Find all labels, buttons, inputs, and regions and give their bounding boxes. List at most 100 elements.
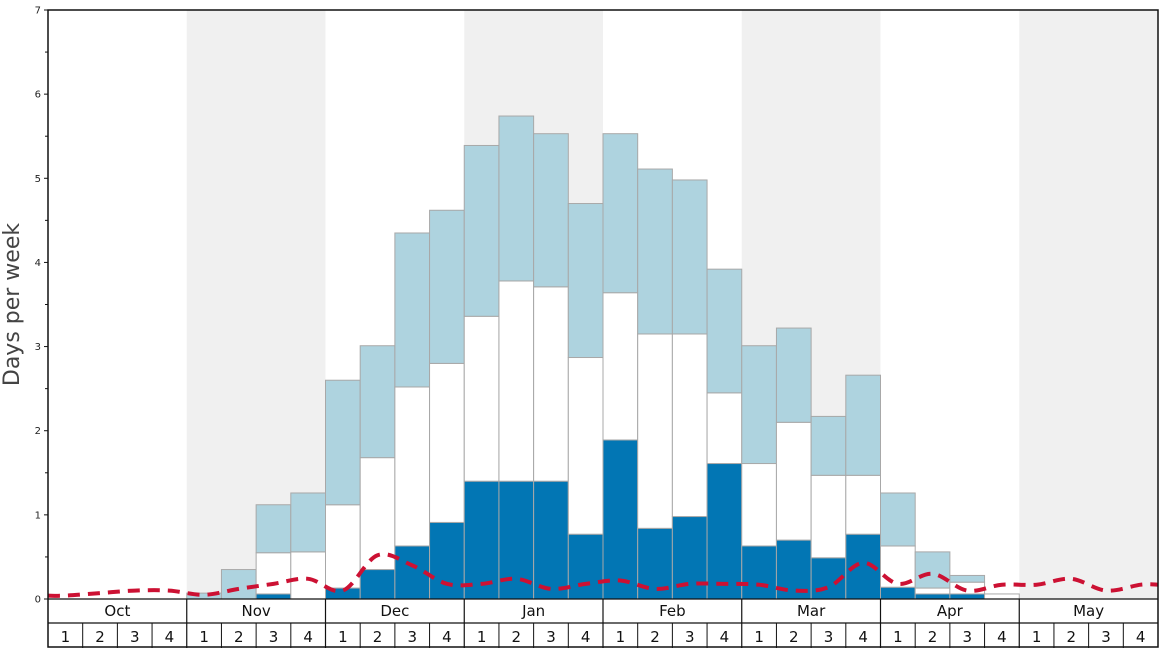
ytick-label-4: 4 bbox=[35, 258, 41, 269]
bar-bottom-week-20 bbox=[706, 463, 743, 600]
bar-top-week-22 bbox=[775, 327, 812, 423]
axis-labels: 0 1 2 3 4 5 6 7 Days per week Oct Nov Dec Jan Feb Mar A… bbox=[0, 6, 1145, 647]
ytick-label-1: 1 bbox=[35, 510, 41, 521]
bar-middle-week-16 bbox=[567, 357, 604, 535]
week-label-31: 3 bbox=[1101, 628, 1111, 646]
bar-middle-week-9 bbox=[325, 504, 361, 589]
month-label-nov: Nov bbox=[241, 602, 270, 620]
bar-middle-week-14 bbox=[498, 280, 535, 482]
bar-top-week-24 bbox=[845, 374, 881, 476]
bar-middle-week-19 bbox=[671, 333, 708, 518]
week-label-27: 3 bbox=[962, 628, 972, 646]
week-label-28: 4 bbox=[997, 628, 1007, 646]
bar-middle-week-8 bbox=[290, 551, 326, 600]
week-label-3: 3 bbox=[130, 628, 140, 646]
bar-middle-week-26 bbox=[914, 587, 951, 595]
bar-bottom-week-16 bbox=[567, 533, 604, 600]
bar-middle-week-23 bbox=[810, 474, 847, 559]
bar-middle-week-28 bbox=[984, 593, 1020, 600]
bar-top-week-16 bbox=[567, 203, 604, 359]
bar-top-week-23 bbox=[810, 415, 847, 476]
ytick-label-3: 3 bbox=[35, 342, 41, 353]
bar-top-week-26 bbox=[914, 551, 951, 589]
ytick-label-5: 5 bbox=[35, 174, 41, 185]
bar-bottom-week-7 bbox=[255, 593, 292, 600]
month-label-feb: Feb bbox=[659, 602, 686, 620]
y-axis-label: Days per week bbox=[0, 223, 25, 386]
bar-middle-week-11 bbox=[394, 386, 431, 547]
week-label-32: 4 bbox=[1136, 628, 1146, 646]
ytick-label-2: 2 bbox=[35, 426, 41, 437]
bar-top-week-9 bbox=[325, 379, 361, 506]
month-label-oct: Oct bbox=[104, 602, 130, 620]
week-label-15: 3 bbox=[546, 628, 556, 646]
bar-middle-week-12 bbox=[429, 362, 465, 523]
week-label-30: 2 bbox=[1067, 628, 1077, 646]
dashed-line-layer bbox=[47, 552, 1159, 598]
week-label-20: 4 bbox=[720, 628, 730, 646]
bar-bottom-week-15 bbox=[533, 480, 569, 600]
week-label-24: 4 bbox=[858, 628, 868, 646]
week-label-21: 1 bbox=[754, 628, 764, 646]
bar-bottom-week-25 bbox=[880, 586, 916, 600]
bar-bottom-week-13 bbox=[463, 480, 500, 600]
bar-bottom-week-17 bbox=[602, 439, 639, 600]
bar-top-week-6 bbox=[220, 569, 257, 600]
bar-top-week-25 bbox=[880, 492, 916, 547]
week-label-8: 4 bbox=[303, 628, 313, 646]
bar-top-week-12 bbox=[429, 209, 465, 364]
ytick-label-6: 6 bbox=[35, 90, 41, 101]
month-label-apr: Apr bbox=[937, 602, 964, 620]
bar-top-week-15 bbox=[533, 133, 569, 288]
week-label-23: 3 bbox=[824, 628, 834, 646]
bar-top-week-17 bbox=[602, 133, 639, 294]
bar-top-week-18 bbox=[637, 168, 673, 335]
week-label-5: 1 bbox=[199, 628, 209, 646]
week-label-22: 2 bbox=[789, 628, 799, 646]
week-label-1: 1 bbox=[61, 628, 71, 646]
ytick-label-7: 7 bbox=[35, 6, 41, 17]
month-label-dec: Dec bbox=[380, 602, 409, 620]
axes bbox=[44, 9, 1159, 648]
month-label-may: May bbox=[1073, 602, 1104, 620]
bar-middle-week-24 bbox=[845, 474, 881, 535]
bar-top-week-21 bbox=[741, 345, 777, 465]
bar-top-week-10 bbox=[359, 345, 396, 459]
bar-bottom-week-21 bbox=[741, 545, 777, 600]
week-label-6: 2 bbox=[234, 628, 244, 646]
week-label-13: 1 bbox=[477, 628, 487, 646]
week-label-4: 4 bbox=[165, 628, 175, 646]
month-label-jan: Jan bbox=[521, 602, 545, 620]
bar-top-week-13 bbox=[463, 144, 500, 317]
week-label-12: 4 bbox=[442, 628, 452, 646]
bar-middle-week-7 bbox=[255, 552, 292, 595]
stacked-bars bbox=[186, 115, 1020, 600]
bar-middle-week-17 bbox=[602, 292, 639, 441]
bar-middle-week-18 bbox=[637, 333, 673, 529]
week-label-29: 1 bbox=[1032, 628, 1042, 646]
week-label-10: 2 bbox=[373, 628, 383, 646]
week-label-19: 3 bbox=[685, 628, 695, 646]
week-label-14: 2 bbox=[512, 628, 522, 646]
dashed-line bbox=[47, 552, 1159, 598]
ytick-label-0: 0 bbox=[35, 595, 41, 606]
bar-bottom-week-10 bbox=[359, 569, 396, 600]
week-label-2: 2 bbox=[95, 628, 105, 646]
bar-top-week-27 bbox=[949, 574, 986, 583]
bar-top-week-7 bbox=[255, 504, 292, 554]
bar-middle-week-13 bbox=[463, 315, 500, 482]
week-label-25: 1 bbox=[893, 628, 903, 646]
bar-middle-week-10 bbox=[359, 457, 396, 571]
week-label-16: 4 bbox=[581, 628, 591, 646]
bar-middle-week-20 bbox=[706, 392, 743, 465]
week-label-18: 2 bbox=[650, 628, 660, 646]
bar-top-week-8 bbox=[290, 492, 326, 553]
month-label-mar: Mar bbox=[797, 602, 826, 620]
bar-bottom-week-12 bbox=[429, 521, 465, 600]
week-label-7: 3 bbox=[269, 628, 279, 646]
week-label-26: 2 bbox=[928, 628, 938, 646]
week-label-17: 1 bbox=[616, 628, 626, 646]
week-label-9: 1 bbox=[338, 628, 348, 646]
bar-top-week-14 bbox=[498, 115, 535, 282]
